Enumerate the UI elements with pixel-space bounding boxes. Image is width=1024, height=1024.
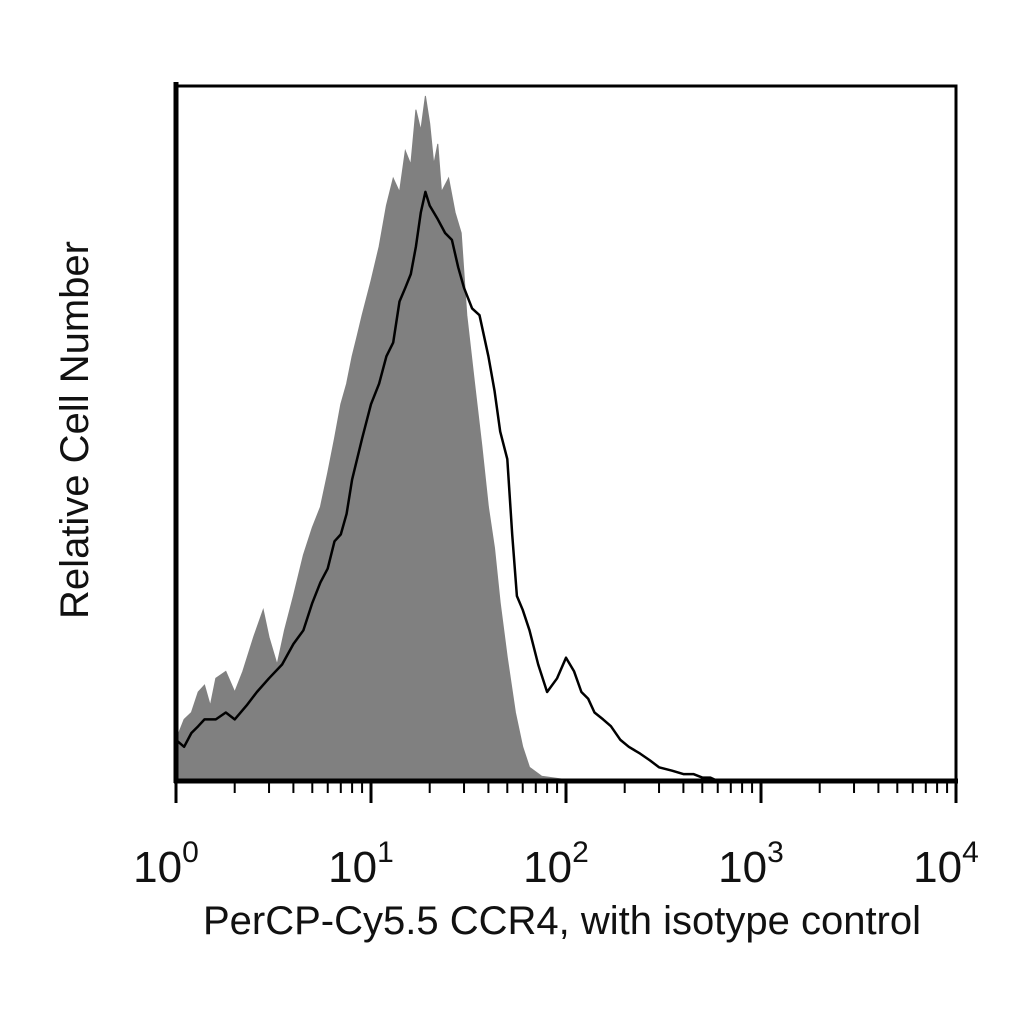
- x-tick-label: 102: [523, 836, 589, 892]
- y-axis-label: Relative Cell Number: [53, 241, 97, 619]
- x-axis-label: PerCP-Cy5.5 CCR4, with isotype control: [203, 899, 921, 943]
- ccr4-histogram-line: [175, 190, 719, 783]
- x-tick-label: 103: [718, 836, 784, 892]
- isotype-control-histogram: [175, 95, 589, 782]
- x-tick-label: 104: [913, 836, 979, 892]
- x-tick-label: 101: [328, 836, 394, 892]
- x-axis-tick-labels: 100 101 102 103 104: [133, 836, 979, 892]
- x-axis-ticks: [174, 781, 958, 803]
- series-layer: [175, 95, 719, 783]
- x-tick-label: 100: [133, 836, 199, 892]
